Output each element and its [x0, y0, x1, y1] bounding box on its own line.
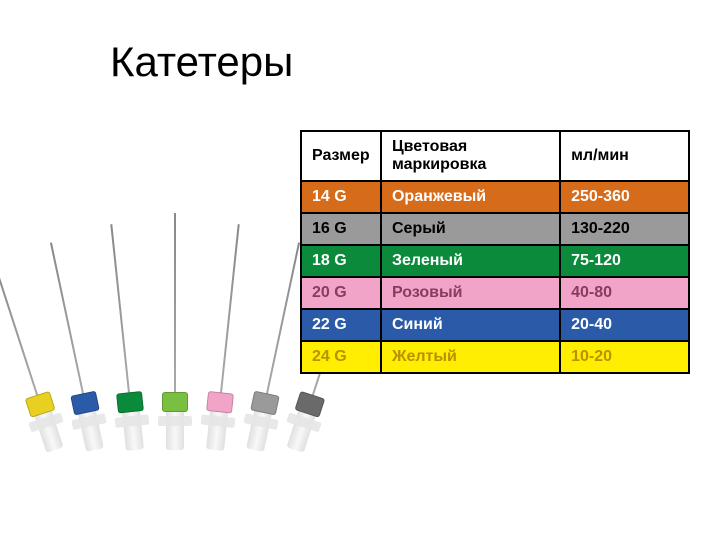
catheter-item [100, 210, 145, 451]
cell-color_name: Зеленый [381, 245, 560, 277]
cell-size: 16 G [301, 213, 381, 245]
table-row: 18 GЗеленый75-120 [301, 245, 689, 277]
header-size: Размер [301, 131, 381, 181]
cell-size: 14 G [301, 181, 381, 213]
table-row: 14 GОранжевый250-360 [301, 181, 689, 213]
header-flow: мл/мин [560, 131, 689, 181]
cell-color_name: Серый [381, 213, 560, 245]
page-title: Катетеры [110, 38, 293, 86]
cell-color_name: Оранжевый [381, 181, 560, 213]
cell-flow: 250-360 [560, 181, 689, 213]
catheter-size-table: Размер Цветовая маркировка мл/мин 14 GОр… [300, 130, 690, 374]
header-color: Цветовая маркировка [381, 131, 560, 181]
cell-flow: 75-120 [560, 245, 689, 277]
table-header-row: Размер Цветовая маркировка мл/мин [301, 131, 689, 181]
catheter-item [165, 210, 185, 450]
cell-size: 24 G [301, 341, 381, 373]
cell-color_name: Желтый [381, 341, 560, 373]
catheter-item [205, 210, 250, 451]
table-row: 22 GСиний20-40 [301, 309, 689, 341]
cell-flow: 20-40 [560, 309, 689, 341]
catheter-illustration [15, 170, 295, 450]
cell-flow: 10-20 [560, 341, 689, 373]
cell-flow: 130-220 [560, 213, 689, 245]
cell-size: 22 G [301, 309, 381, 341]
table-row: 20 GРозовый40-80 [301, 277, 689, 309]
cell-color_name: Синий [381, 309, 560, 341]
table-row: 16 GСерый130-220 [301, 213, 689, 245]
cell-size: 18 G [301, 245, 381, 277]
cell-size: 20 G [301, 277, 381, 309]
cell-color_name: Розовый [381, 277, 560, 309]
table-row: 24 GЖелтый10-20 [301, 341, 689, 373]
cell-flow: 40-80 [560, 277, 689, 309]
